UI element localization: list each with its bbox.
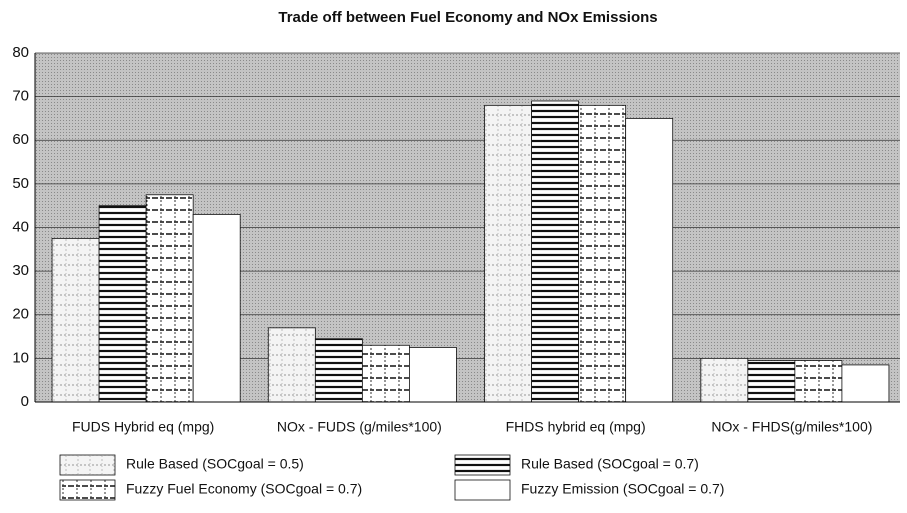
legend-label: Rule Based (SOCgoal = 0.5) (126, 456, 304, 472)
legend-swatch (59, 479, 116, 501)
bar (267, 327, 316, 403)
bar (625, 118, 674, 403)
legend-label: Fuzzy Fuel Economy (SOCgoal = 0.7) (126, 481, 362, 497)
bar (794, 360, 843, 403)
y-tick-label: 50 (12, 175, 29, 192)
legend-swatch (454, 454, 511, 476)
y-tick-label: 80 (12, 44, 29, 61)
bar (700, 357, 749, 403)
bar (98, 205, 147, 403)
x-tick-label: FHDS hybrid eq (mpg) (506, 419, 646, 435)
legend-swatch (59, 454, 116, 476)
bar (409, 347, 457, 403)
legend-label: Rule Based (SOCgoal = 0.7) (521, 456, 699, 472)
bar (51, 238, 100, 403)
bar (531, 100, 580, 403)
bar (578, 104, 627, 403)
x-tick-label: FUDS Hybrid eq (mpg) (72, 419, 214, 435)
x-tick-label: NOx - FUDS (g/miles*100) (277, 419, 442, 435)
legend-swatch (454, 479, 511, 501)
bar (484, 104, 532, 403)
bar (747, 360, 796, 403)
y-tick-label: 20 (12, 306, 29, 323)
bar (314, 338, 363, 403)
y-tick-label: 60 (12, 131, 29, 148)
x-tick-label: NOx - FHDS(g/miles*100) (711, 419, 872, 435)
y-tick-label: 10 (12, 349, 29, 366)
legend-label: Fuzzy Emission (SOCgoal = 0.7) (521, 481, 724, 497)
bar (841, 364, 890, 403)
y-tick-label: 0 (21, 393, 29, 410)
y-tick-label: 30 (12, 262, 29, 279)
bar (145, 194, 194, 403)
chart-title: Trade off between Fuel Economy and NOx E… (278, 9, 657, 26)
bar (361, 344, 410, 403)
y-tick-label: 70 (12, 88, 29, 105)
bar (192, 214, 241, 403)
y-tick-label: 40 (12, 218, 29, 235)
